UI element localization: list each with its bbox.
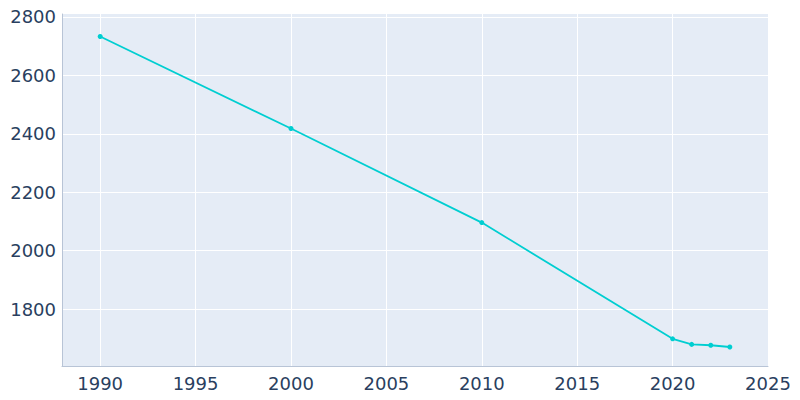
svg-text:2025: 2025 <box>745 373 791 394</box>
svg-text:1990: 1990 <box>77 373 123 394</box>
svg-text:2400: 2400 <box>10 123 56 144</box>
svg-text:1995: 1995 <box>173 373 219 394</box>
svg-text:1800: 1800 <box>10 299 56 320</box>
svg-text:2600: 2600 <box>10 65 56 86</box>
svg-text:2020: 2020 <box>650 373 696 394</box>
svg-text:2010: 2010 <box>459 373 505 394</box>
svg-text:2800: 2800 <box>10 6 56 27</box>
svg-text:2015: 2015 <box>554 373 600 394</box>
svg-text:2005: 2005 <box>363 373 409 394</box>
svg-text:2200: 2200 <box>10 182 56 203</box>
svg-text:2000: 2000 <box>10 240 56 261</box>
svg-text:2000: 2000 <box>268 373 314 394</box>
